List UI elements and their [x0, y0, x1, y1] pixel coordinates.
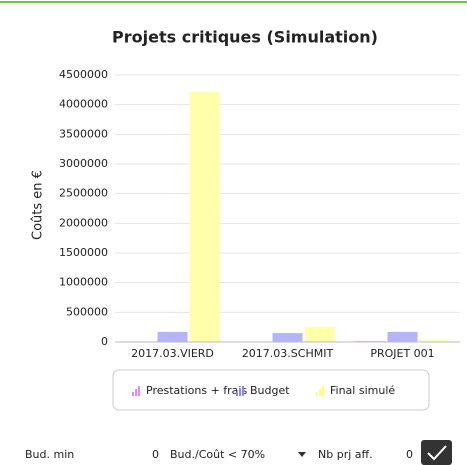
legend-icon	[132, 392, 134, 396]
legend-icon	[236, 392, 238, 396]
bar	[387, 331, 418, 342]
legend-icon	[239, 389, 241, 396]
bud-min-value[interactable]: 0	[152, 448, 159, 461]
y-tick-label: 1000000	[59, 276, 108, 289]
bar	[272, 333, 303, 342]
y-tick-label: 2000000	[59, 216, 108, 229]
y-tick-label: 4500000	[59, 68, 108, 81]
bar	[189, 91, 220, 342]
dropdown-arrow[interactable]	[298, 452, 306, 457]
nb-value: 0	[406, 448, 413, 461]
y-tick-label: 0	[101, 335, 108, 348]
legend-icon	[138, 386, 140, 396]
legend-icon	[135, 389, 137, 396]
y-tick-label: 2500000	[59, 187, 108, 200]
legend-label: Budget	[250, 384, 290, 397]
bar	[355, 340, 386, 342]
nb-label: Nb prj aff.	[318, 448, 373, 461]
x-tick-label: PROJET 001	[370, 347, 434, 360]
legend-icon	[322, 386, 324, 396]
bar	[419, 340, 450, 342]
chart-title: Projets critiques (Simulation)	[112, 28, 378, 47]
bud-min-label: Bud. min	[25, 448, 74, 461]
ratio-select[interactable]: Bud./Coût < 70%	[170, 448, 265, 461]
bar	[304, 326, 335, 342]
legend-icon	[319, 389, 321, 396]
y-axis-label: Coûts en €	[31, 170, 46, 240]
y-tick-label: 500000	[66, 305, 108, 318]
x-tick-label: 2017.03.VIERD	[131, 347, 214, 360]
y-tick-label: 3000000	[59, 157, 108, 170]
legend-icon	[316, 392, 318, 396]
bar	[157, 331, 188, 342]
check-mark	[427, 445, 447, 461]
legend-label: Final simulé	[330, 384, 395, 397]
x-tick-label: 2017.03.SCHMIT	[242, 347, 334, 360]
y-tick-label: 4000000	[59, 98, 108, 111]
y-tick-label: 1500000	[59, 246, 108, 259]
legend-icon	[242, 386, 244, 396]
legend-box	[112, 369, 430, 411]
checkbox[interactable]	[421, 440, 452, 465]
y-tick-label: 3500000	[59, 127, 108, 140]
legend-label: Prestations + frais	[146, 384, 247, 397]
